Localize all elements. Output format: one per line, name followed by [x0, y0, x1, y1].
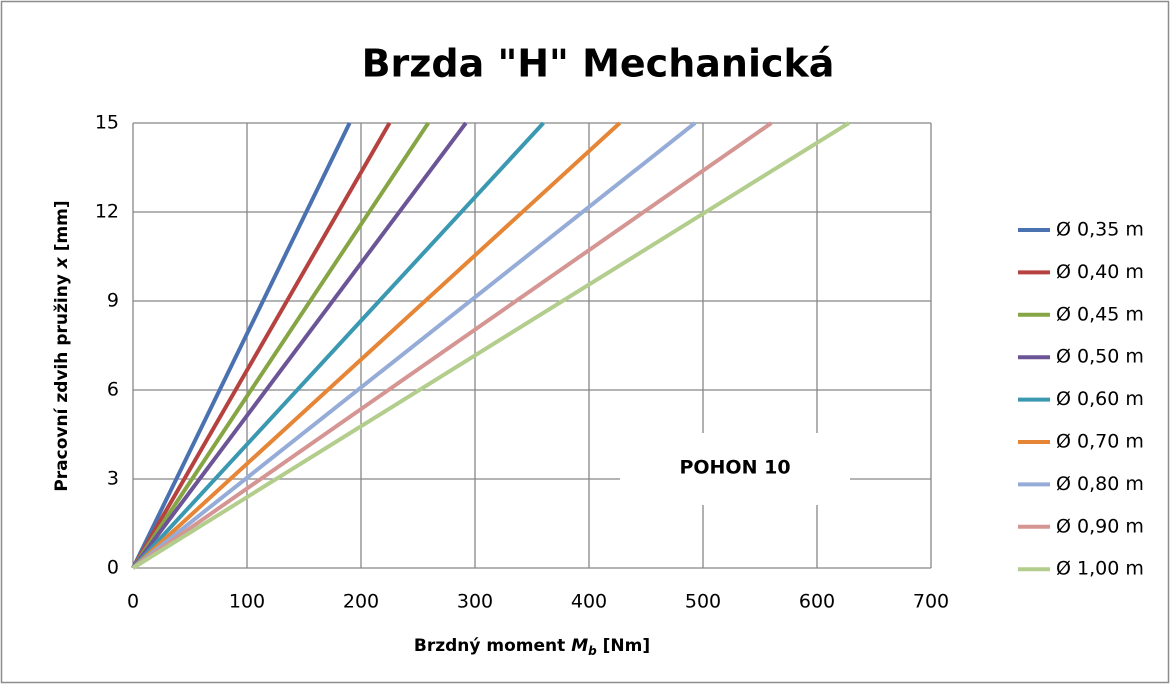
x-tick-label: 100 — [229, 591, 265, 613]
series-line — [131, 121, 622, 570]
y-tick-label: 6 — [107, 379, 119, 401]
x-tick-label: 500 — [685, 591, 721, 613]
y-tick-label: 9 — [107, 290, 119, 312]
series-line — [131, 121, 697, 570]
y-axis-label: Pracovní zdvih pružiny x [mm] — [52, 200, 72, 491]
series-line — [131, 121, 545, 570]
legend-label: Ø 0,80 m — [1056, 473, 1144, 495]
y-tick-label: 15 — [95, 112, 119, 134]
x-tick-label: 0 — [127, 591, 139, 613]
series-line — [131, 121, 468, 570]
x-label-text: Brzdný moment — [414, 636, 571, 656]
series-line — [131, 121, 430, 570]
y-label-symbol: x — [52, 256, 72, 269]
series-line — [131, 122, 392, 569]
x-label-subscript: b — [588, 644, 597, 658]
legend-label: Ø 0,45 m — [1056, 303, 1144, 325]
y-label-text: Pracovní zdvih pružiny — [52, 268, 72, 491]
x-tick-label: 600 — [799, 591, 835, 613]
legend-label: Ø 0,60 m — [1056, 388, 1144, 410]
chart-title: Brzda "H" Mechanická — [362, 42, 835, 86]
legend-label: Ø 0,70 m — [1056, 431, 1144, 453]
legend-label: Ø 0,90 m — [1056, 515, 1144, 537]
series-line — [131, 122, 352, 569]
series-line — [131, 121, 773, 570]
x-tick-label: 200 — [343, 591, 379, 613]
annotation-box — [620, 433, 850, 505]
legend-label: Ø 0,50 m — [1056, 346, 1144, 368]
x-axis-label: Brzdný moment Mb [Nm] — [414, 636, 650, 658]
legend-label: Ø 0,40 m — [1056, 261, 1144, 283]
y-label-unit: [mm] — [52, 200, 72, 257]
y-tick-label: 12 — [95, 201, 119, 223]
y-tick-label: 0 — [107, 557, 119, 579]
x-label-unit: [Nm] — [597, 636, 650, 656]
x-tick-label: 700 — [913, 591, 949, 613]
legend-label: Ø 0,35 m — [1056, 219, 1144, 241]
y-tick-label: 3 — [107, 468, 119, 490]
x-tick-label: 400 — [571, 591, 607, 613]
series-line — [131, 121, 850, 570]
x-label-symbol: M — [571, 636, 588, 656]
legend-label: Ø 1,00 m — [1056, 558, 1144, 580]
x-tick-label: 300 — [457, 591, 493, 613]
annotation: POHON 10 — [679, 457, 790, 479]
